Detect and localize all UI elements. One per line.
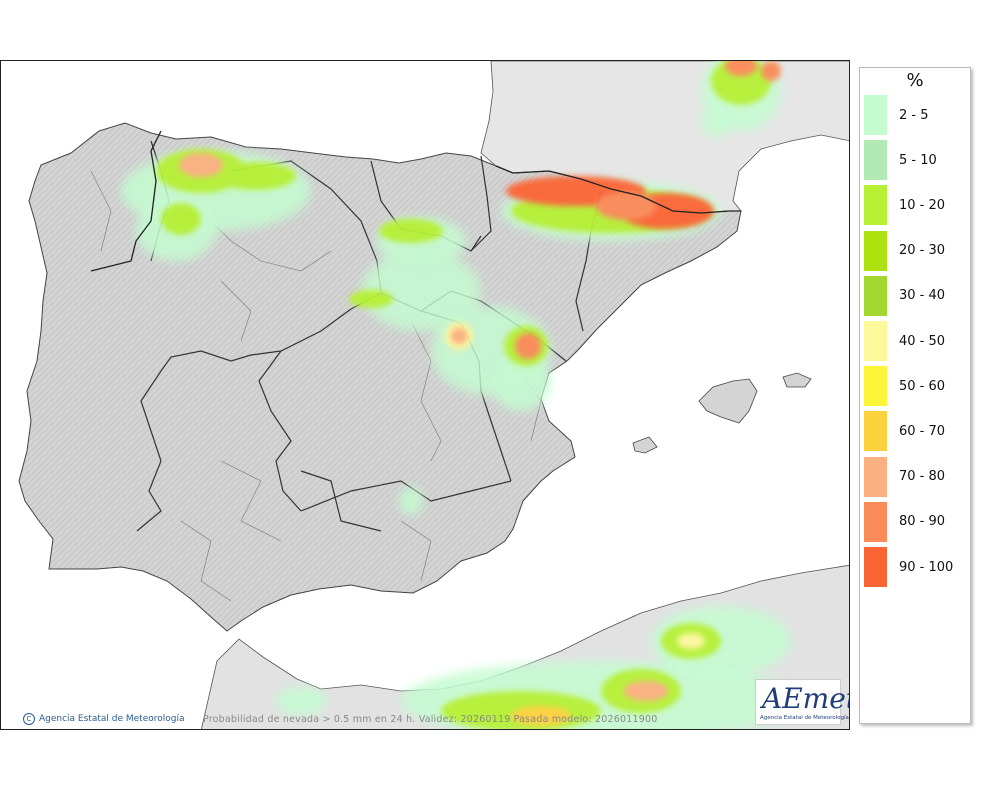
legend-item: 50 - 60 <box>864 366 964 407</box>
legend-item: 90 - 100 <box>864 547 964 587</box>
legend-item: 10 - 20 <box>864 185 964 226</box>
legend-swatch <box>864 140 887 181</box>
province-borders <box>90 170 542 602</box>
legend-swatch <box>864 95 887 135</box>
logo-subtext: Agencia Estatal de Meteorología <box>760 715 849 721</box>
legend-label: 10 - 20 <box>899 197 946 213</box>
legend-item: 40 - 50 <box>864 321 964 361</box>
map-canvas <box>18 61 849 729</box>
legend-swatch <box>864 456 887 497</box>
legend-swatch <box>864 411 887 452</box>
aemet-logo: AEmet Agencia Estatal de Meteorología <box>755 679 849 725</box>
legend-item: 70 - 80 <box>864 456 964 497</box>
legend-label: 20 - 30 <box>899 243 946 259</box>
legend-item: 80 - 90 <box>864 501 964 542</box>
map-credit: C Agencia Estatal de Meteorología <box>23 713 185 725</box>
legend-label: 60 - 70 <box>899 423 946 439</box>
legend-item: 60 - 70 <box>864 411 964 452</box>
legend-item: 20 - 30 <box>864 230 964 271</box>
legend-label: 70 - 80 <box>899 469 946 485</box>
legend-title: % <box>906 70 924 91</box>
copyright-icon: C <box>23 713 35 725</box>
snowfall-probability-map: C Agencia Estatal de Meteorología Probab… <box>0 60 850 730</box>
legend-swatch <box>864 547 887 587</box>
ibiza <box>632 436 658 454</box>
menorca <box>782 372 812 388</box>
legend-panel: % 2 - 5 5 - 10 10 - 20 20 - 30 30 - 40 40 - 5… <box>859 67 971 724</box>
legend-swatch <box>864 230 887 271</box>
legend-label: 90 - 100 <box>899 559 954 575</box>
legend-item: 2 - 5 <box>864 95 964 135</box>
legend-swatch <box>864 321 887 361</box>
legend-label: 80 - 90 <box>899 514 946 530</box>
legend-swatch <box>864 185 887 226</box>
legend-item: 30 - 40 <box>864 275 964 316</box>
map-caption: Probabilidad de nevada > 0.5 mm en 24 h.… <box>203 714 658 725</box>
legend-label: 40 - 50 <box>899 333 946 349</box>
legend-item: 5 - 10 <box>864 140 964 181</box>
logo-wordmark: AEmet <box>762 682 850 715</box>
snow-probability-layer <box>121 61 801 729</box>
legend-swatch <box>864 275 887 316</box>
legend-swatch <box>864 366 887 407</box>
legend-label: 5 - 10 <box>899 152 937 168</box>
legend-swatch <box>864 501 887 542</box>
mallorca <box>698 378 758 424</box>
legend-label: 30 - 40 <box>899 288 946 304</box>
national-borders <box>90 130 741 272</box>
credit-text: Agencia Estatal de Meteorología <box>39 714 185 724</box>
legend-label: 50 - 60 <box>899 378 946 394</box>
legend-label: 2 - 5 <box>899 107 929 123</box>
